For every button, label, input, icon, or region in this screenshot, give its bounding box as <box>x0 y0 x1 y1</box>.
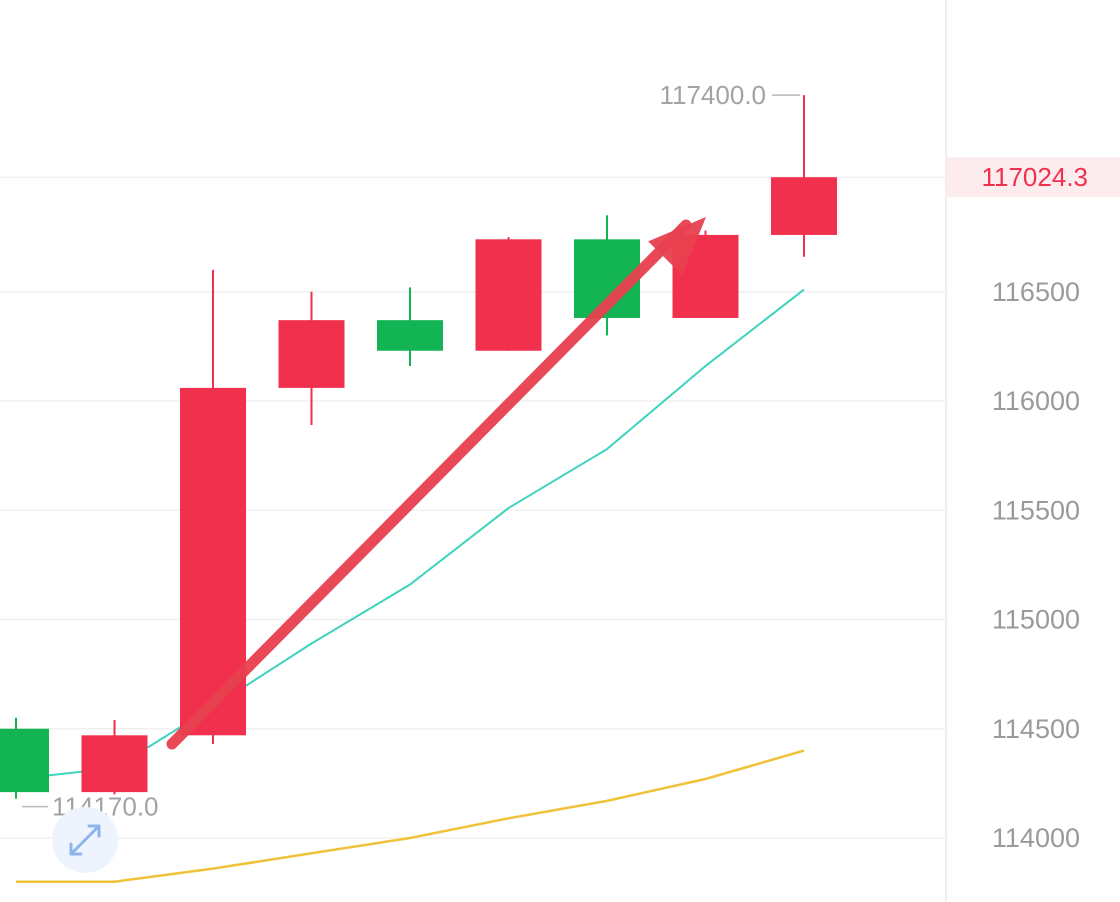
y-tick-label: 115500 <box>992 495 1080 525</box>
candle-body <box>377 320 443 351</box>
candle <box>278 291 345 426</box>
grid-lines <box>0 176 946 839</box>
last-price-label: 117024.3 <box>981 162 1088 192</box>
candle <box>377 287 443 367</box>
candle <box>0 717 49 799</box>
ma-slow-line <box>16 749 805 883</box>
price-axis: 114000 114500 115000 115500 116000 116500 1170… <box>946 157 1120 853</box>
candle-body <box>0 728 49 793</box>
trend-arrow-head <box>648 217 706 276</box>
candle-body <box>475 239 542 351</box>
y-tick-label: 114000 <box>992 823 1080 853</box>
last-price-tag <box>946 157 1120 198</box>
y-tick-label: 116000 <box>992 386 1080 416</box>
high-marker-label: 117400.0 <box>659 80 766 110</box>
candle-body <box>278 320 345 388</box>
trend-arrow <box>166 217 706 750</box>
candle <box>81 720 148 795</box>
y-tick-label: 114500 <box>992 714 1080 744</box>
candle <box>475 237 542 351</box>
candle <box>771 95 837 257</box>
candle-body <box>771 177 837 235</box>
y-tick-label: 115000 <box>992 605 1080 635</box>
y-tick-label: 116500 <box>992 277 1080 307</box>
candle-body <box>81 735 148 793</box>
expand-arrows-icon <box>69 824 101 856</box>
candles <box>0 95 837 799</box>
expand-button[interactable] <box>52 807 118 873</box>
trend-arrow-shaft <box>166 219 692 750</box>
